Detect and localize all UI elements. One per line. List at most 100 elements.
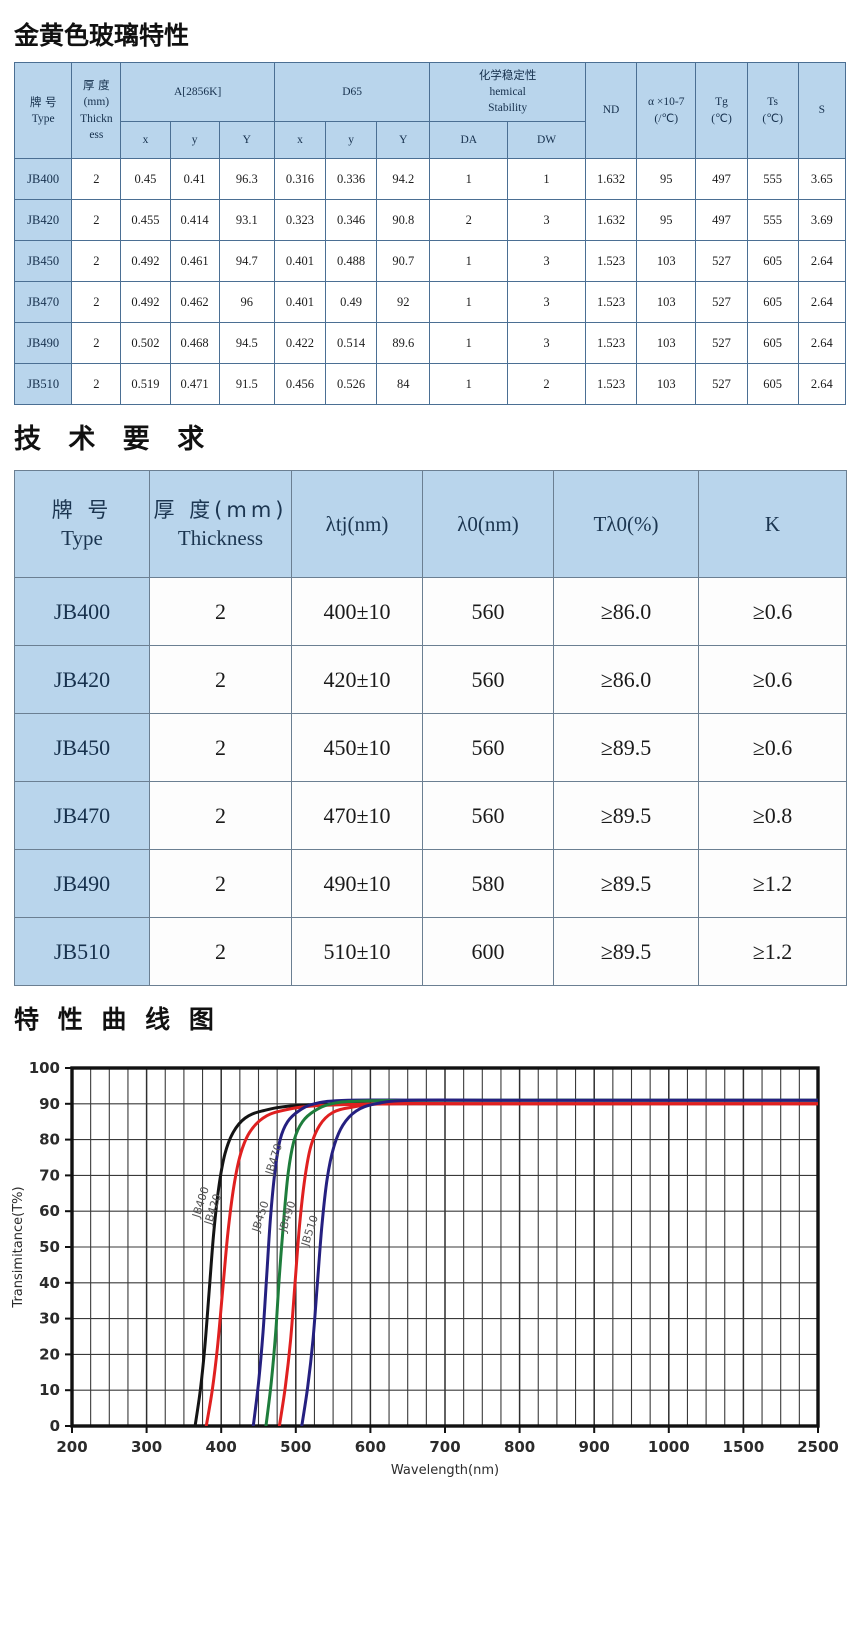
tech-col-header-thickness-en: Thickness <box>177 526 264 550</box>
tech-table-body: JB400 2 400±10 560 ≥86.0 ≥0.6 JB420 2 420±10 560 ≥… <box>14 577 847 986</box>
table-header-row-sub: x y Y x y Y DA DW <box>15 121 846 159</box>
cell-thickness: 2 <box>71 199 122 241</box>
tech-col-header-lambda-tj: λtj(nm) <box>291 470 423 578</box>
cell-lambda-tj: 450±10 <box>291 713 423 782</box>
cell-k: ≥0.6 <box>698 577 847 646</box>
cell-ts: 605 <box>746 281 799 323</box>
cell-type: JB510 <box>13 363 73 405</box>
table-row: JB400 2 400±10 560 ≥86.0 ≥0.6 <box>14 577 847 646</box>
y-axis-tick-label: 70 <box>39 1166 60 1184</box>
x-axis-tick-label: 300 <box>131 1438 162 1456</box>
cell-type: JB510 <box>14 917 150 986</box>
tech-col-header-t-lambda-0: Tλ0(%) <box>553 470 699 578</box>
cell-dw: 1 <box>507 158 586 200</box>
cell-tg: 527 <box>695 240 748 282</box>
col-header-ts-line1: Ts <box>767 95 778 108</box>
cell-lambda-tj: 470±10 <box>291 781 423 850</box>
col-header-tg-line2: (℃) <box>711 112 732 125</box>
cell-a-y: 0.471 <box>169 363 220 405</box>
table-row: JB420 2 0.455 0.414 93.1 0.323 0.346 90.8 2 3 1.63… <box>13 199 847 241</box>
cell-nd: 1.523 <box>584 281 638 323</box>
cell-lambda-0: 580 <box>422 849 554 918</box>
cell-type: JB470 <box>14 781 150 850</box>
x-axis-tick-label: 2500 <box>797 1438 839 1456</box>
cell-type: JB450 <box>13 240 73 282</box>
cell-ts: 605 <box>746 322 799 364</box>
chart-plot: 0 10 20 30 40 50 60 70 80 90 100 Transimitance(T%) 2… <box>11 1059 839 1478</box>
x-axis-tick-label: 800 <box>504 1438 535 1456</box>
table-row: JB450 2 450±10 560 ≥89.5 ≥0.6 <box>14 713 847 782</box>
cell-a-x: 0.492 <box>120 281 171 323</box>
table-row: JB400 2 0.45 0.41 96.3 0.316 0.336 94.2 1 1 1.632 9… <box>13 158 847 200</box>
page-title-curves: 特 性 曲 线 图 <box>14 1005 219 1034</box>
cell-dw: 2 <box>507 363 586 405</box>
cell-da: 1 <box>429 363 509 405</box>
y-axis-tick-label: 80 <box>39 1131 60 1149</box>
properties-table-head: 牌 号 Type 厚 度 (mm) Thickn ess A[2856K] <box>13 62 847 159</box>
cell-k: ≥0.6 <box>698 713 847 782</box>
page-title-properties: 金黄色玻璃特性 <box>14 21 190 50</box>
properties-table-body: JB400 2 0.45 0.41 96.3 0.316 0.336 94.2 1 1 1.632 9… <box>13 158 847 405</box>
cell-a-y: 0.462 <box>169 281 220 323</box>
tech-col-header-thickness: 厚 度(mm) Thickness <box>149 470 292 578</box>
cell-a-y: 0.461 <box>169 240 220 282</box>
cell-dw: 3 <box>507 240 586 282</box>
cell-d65-y: 0.49 <box>325 281 378 323</box>
cell-ts: 555 <box>746 158 799 200</box>
cell-thickness: 2 <box>71 158 122 200</box>
col-header-a-x: x <box>120 121 171 159</box>
transmittance-chart-container: 0 10 20 30 40 50 60 70 80 90 100 Transimitance(T%) 2… <box>0 1048 860 1478</box>
col-header-s: S <box>797 62 847 159</box>
cell-thickness: 2 <box>149 645 292 714</box>
cell-type: JB420 <box>13 199 73 241</box>
cell-tg: 527 <box>695 322 748 364</box>
x-axis-tick-label: 600 <box>355 1438 386 1456</box>
tech-col-header-thickness-cn: 厚 度(mm) <box>153 497 288 522</box>
x-axis-tick-label: 200 <box>56 1438 87 1456</box>
y-axis-tick-label: 50 <box>39 1238 60 1256</box>
y-axis-tick-label: 90 <box>39 1095 60 1113</box>
cell-ts: 605 <box>746 363 799 405</box>
cell-lambda-tj: 490±10 <box>291 849 423 918</box>
cell-type: JB470 <box>13 281 73 323</box>
table-row: JB510 2 510±10 600 ≥89.5 ≥1.2 <box>14 917 847 986</box>
cell-da: 1 <box>429 281 509 323</box>
cell-s: 3.69 <box>797 199 847 241</box>
col-header-thickness-cn: 厚 度 <box>83 78 110 93</box>
cell-thickness: 2 <box>149 917 292 986</box>
col-header-d65-x: x <box>273 121 327 159</box>
y-axis-title: Transimitance(T%) <box>11 1186 26 1308</box>
x-axis-tick-label: 1000 <box>648 1438 690 1456</box>
tech-header-row: 牌 号 Type 厚 度(mm) Thickness λtj(nm) λ0(nm… <box>14 470 847 578</box>
cell-da: 1 <box>429 240 509 282</box>
cell-dw: 3 <box>507 281 586 323</box>
x-axis-title: Wavelength(nm) <box>391 1463 499 1478</box>
cell-thickness: 2 <box>149 713 292 782</box>
y-axis-tick-label: 40 <box>39 1274 60 1292</box>
cell-lambda-tj: 510±10 <box>291 917 423 986</box>
cell-thickness: 2 <box>71 240 122 282</box>
cell-s: 2.64 <box>797 363 847 405</box>
cell-lambda-tj: 420±10 <box>291 645 423 714</box>
cell-d65-y: 0.336 <box>325 158 378 200</box>
col-header-stability-en1: hemical <box>489 85 526 98</box>
cell-a-y: 0.414 <box>169 199 220 241</box>
y-axis-tick-label: 30 <box>39 1310 60 1328</box>
tech-col-header-lambda-0: λ0(nm) <box>422 470 554 578</box>
col-header-nd: ND <box>584 62 638 159</box>
curve-jb490 <box>277 1102 818 1426</box>
cell-alpha: 103 <box>636 281 697 323</box>
col-header-da: DA <box>429 121 509 159</box>
cell-lambda-0: 560 <box>422 577 554 646</box>
cell-a-x: 0.502 <box>120 322 171 364</box>
cell-d65-y: 0.514 <box>325 322 378 364</box>
col-header-dw: DW <box>507 121 586 159</box>
cell-type: JB420 <box>14 645 150 714</box>
cell-nd: 1.632 <box>584 199 638 241</box>
table-row: JB470 2 470±10 560 ≥89.5 ≥0.8 <box>14 781 847 850</box>
table-row: JB490 2 0.502 0.468 94.5 0.422 0.514 89.6 1 3 1.52… <box>13 322 847 364</box>
cell-d65-x: 0.422 <box>273 322 327 364</box>
cell-thickness: 2 <box>71 281 122 323</box>
cell-thickness: 2 <box>71 363 122 405</box>
cell-a-Y: 96 <box>218 281 275 323</box>
